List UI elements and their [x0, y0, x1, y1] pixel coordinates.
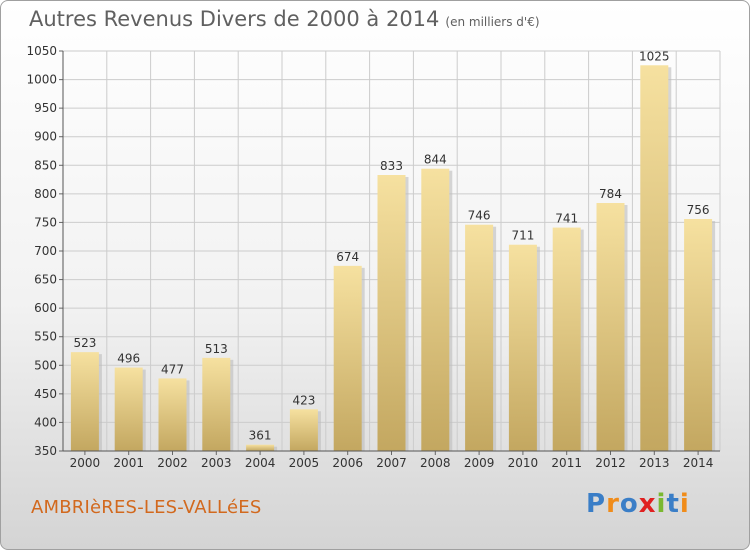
town-name: AMBRIèRES-LES-VALLéES [31, 497, 262, 518]
bar-value-label: 784 [599, 187, 622, 201]
y-tick-label: 650 [34, 273, 57, 287]
bar-value-label: 711 [511, 229, 534, 243]
y-tick-label: 700 [34, 244, 57, 258]
x-tick-label: 2003 [201, 456, 232, 470]
bar [684, 219, 713, 451]
bar-value-label: 674 [336, 250, 359, 264]
bar [377, 175, 406, 451]
y-tick-label: 900 [34, 130, 57, 144]
y-tick-label: 450 [34, 387, 57, 401]
proxiti-logo: Proxiti [586, 489, 690, 519]
logo-letter: i [656, 489, 667, 519]
bar [421, 168, 450, 451]
x-tick-label: 2010 [508, 456, 539, 470]
logo-letter: t [666, 489, 680, 519]
bar [202, 357, 231, 451]
bars [70, 65, 716, 452]
x-tick-label: 2011 [551, 456, 582, 470]
logo-letter: P [586, 489, 607, 519]
bar [596, 203, 625, 451]
bar [552, 227, 581, 451]
y-tick-label: 550 [34, 330, 57, 344]
bar [246, 444, 275, 451]
bar [289, 409, 318, 451]
bar-value-label: 361 [249, 429, 272, 443]
logo-letter: x [638, 489, 657, 519]
value-labels: 523 496 477 513 361 423 674 833 844 746 711 741 784 1… [73, 49, 709, 442]
axes: 350 400 450 500 550 600 650 700 750 800 850 900 950 1… [26, 44, 720, 470]
y-tick-label: 500 [34, 358, 57, 372]
bar-value-label: 746 [468, 209, 491, 223]
bar-value-label: 477 [161, 362, 184, 376]
bar-value-label: 756 [687, 203, 710, 217]
x-tick-label: 2008 [420, 456, 451, 470]
y-tick-label: 1050 [26, 44, 57, 58]
bar-value-label: 496 [117, 352, 140, 366]
x-tick-label: 2000 [70, 456, 101, 470]
bar-value-label: 513 [205, 342, 228, 356]
bar-value-label: 523 [73, 336, 96, 350]
bar [640, 65, 669, 452]
x-tick-label: 2002 [157, 456, 188, 470]
y-tick-label: 350 [34, 444, 57, 458]
x-tick-label: 2012 [595, 456, 626, 470]
y-tick-label: 1000 [26, 73, 57, 87]
y-tick-label: 850 [34, 158, 57, 172]
x-tick-label: 2006 [332, 456, 363, 470]
x-tick-label: 2009 [464, 456, 495, 470]
bar-value-label: 1025 [639, 49, 670, 63]
y-tick-label: 800 [34, 187, 57, 201]
logo-letter: o [619, 489, 639, 519]
logo-letter: r [606, 489, 620, 519]
x-tick-label: 2004 [245, 456, 276, 470]
bar-value-label: 423 [292, 393, 315, 407]
x-tick-label: 2001 [113, 456, 144, 470]
y-tick-label: 750 [34, 215, 57, 229]
y-tick-label: 600 [34, 301, 57, 315]
bar-value-label: 741 [555, 212, 578, 226]
x-tick-label: 2013 [639, 456, 670, 470]
x-tick-label: 2014 [683, 456, 714, 470]
bar-value-label: 833 [380, 159, 403, 173]
bar [333, 265, 362, 451]
bar [70, 352, 99, 451]
chart-subtitle: (en milliers d'€) [445, 15, 540, 29]
chart-title-text: Autres Revenus Divers de 2000 à 2014 [29, 7, 440, 31]
x-tick-label: 2005 [289, 456, 320, 470]
y-tick-label: 950 [34, 101, 57, 115]
bar [158, 378, 187, 451]
bar [508, 244, 537, 451]
logo-letter: i [679, 489, 690, 519]
x-tick-label: 2007 [376, 456, 407, 470]
chart-title: Autres Revenus Divers de 2000 à 2014 (en … [29, 7, 540, 31]
bar-value-label: 844 [424, 153, 447, 167]
bar [114, 367, 143, 451]
y-tick-label: 400 [34, 415, 57, 429]
bar [465, 224, 494, 451]
